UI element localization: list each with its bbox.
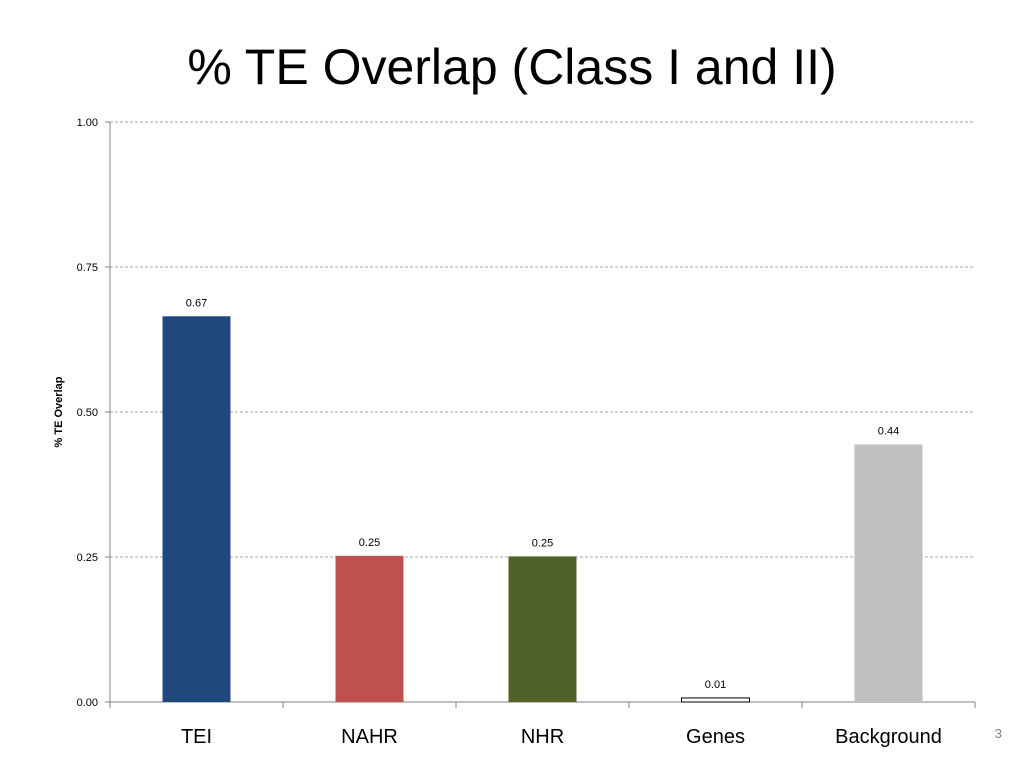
data-label: 0.44 xyxy=(878,425,899,437)
y-tick-label: 0.00 xyxy=(77,697,98,709)
x-category-label: Genes xyxy=(686,726,745,748)
labels: 0.00 0.25 0.50 0.75 1.00 0.67 TEI 0.25 NAHR 0.25 N… xyxy=(77,117,942,748)
data-label: 0.01 xyxy=(705,679,726,691)
bars xyxy=(162,316,923,703)
gridlines xyxy=(110,121,975,558)
page-number: 3 xyxy=(994,726,1002,741)
y-tick-label: 0.75 xyxy=(77,262,98,274)
bar xyxy=(508,556,577,702)
x-category-label: NAHR xyxy=(341,726,398,748)
x-category-label: Background xyxy=(835,726,942,748)
x-category-label: TEI xyxy=(181,726,212,748)
y-axis-label: % TE Overlap xyxy=(53,376,65,447)
y-tick-label: 0.50 xyxy=(77,407,98,419)
y-tick-label: 1.00 xyxy=(77,117,98,129)
y-tick-label: 0.25 xyxy=(77,552,98,564)
bar xyxy=(854,444,923,702)
slide-title: % TE Overlap (Class I and II) xyxy=(187,39,837,95)
data-label: 0.67 xyxy=(186,297,207,309)
bar xyxy=(162,316,231,702)
bar xyxy=(681,697,750,703)
bar xyxy=(335,555,404,702)
x-category-label: NHR xyxy=(521,726,564,748)
data-label: 0.25 xyxy=(359,537,380,549)
data-label: 0.25 xyxy=(532,537,553,549)
